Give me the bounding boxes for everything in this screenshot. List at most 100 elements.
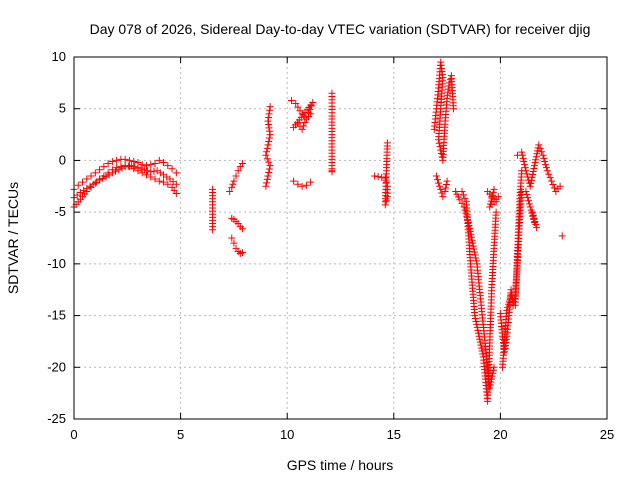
data-point — [437, 185, 445, 193]
data-point — [540, 154, 548, 162]
data-point — [442, 181, 450, 189]
data-point — [96, 176, 104, 184]
data-point — [104, 160, 112, 168]
data-point — [435, 139, 443, 147]
data-point — [83, 175, 91, 183]
data-point — [550, 184, 558, 192]
data-point — [503, 306, 511, 314]
data-point — [144, 167, 152, 175]
data-points — [70, 58, 566, 405]
data-point — [230, 177, 238, 185]
data-point — [134, 164, 142, 172]
y-tick-labels: 10 5 0 -5 -10 -15 -20 -25 — [47, 49, 66, 426]
data-point — [262, 151, 270, 159]
y-tick-label: -20 — [47, 359, 66, 374]
data-point — [301, 119, 309, 127]
grid-lines — [74, 57, 607, 419]
x-tick-label: 15 — [387, 427, 401, 442]
data-point — [530, 214, 538, 222]
data-point — [519, 154, 527, 162]
data-point — [473, 323, 481, 331]
data-point — [477, 341, 485, 349]
data-point — [228, 183, 236, 191]
data-point — [265, 165, 273, 173]
data-point — [263, 148, 271, 156]
data-point — [545, 170, 553, 178]
data-point — [529, 168, 537, 176]
data-point — [475, 332, 483, 340]
data-point — [263, 155, 271, 163]
data-point — [518, 151, 526, 159]
data-point — [542, 164, 550, 172]
data-point — [115, 166, 123, 174]
data-point — [489, 191, 497, 199]
data-point — [541, 157, 549, 165]
data-point — [488, 372, 496, 380]
data-point — [472, 257, 480, 265]
data-point — [486, 200, 494, 208]
data-point — [131, 163, 139, 171]
data-point — [87, 172, 95, 180]
axis-ticks — [73, 56, 608, 420]
data-point — [118, 164, 126, 172]
data-point — [265, 120, 273, 128]
data-point — [128, 162, 136, 170]
data-point — [474, 326, 482, 334]
data-point — [486, 203, 494, 211]
data-point — [521, 161, 529, 169]
data-point — [539, 151, 547, 159]
data-point — [264, 172, 272, 180]
data-point — [290, 177, 298, 185]
data-point — [472, 317, 480, 325]
data-point — [99, 175, 107, 183]
data-point — [121, 163, 129, 171]
data-point — [113, 156, 121, 164]
data-point — [527, 176, 535, 184]
data-point — [155, 156, 163, 164]
data-point — [125, 156, 133, 164]
data-point — [520, 157, 528, 165]
data-point — [459, 191, 467, 199]
x-tick-label: 25 — [600, 427, 614, 442]
data-point — [228, 234, 236, 242]
data-point — [487, 197, 495, 205]
data-point — [526, 182, 534, 190]
data-point — [265, 124, 273, 132]
data-point — [371, 172, 379, 180]
x-tick-label: 0 — [70, 427, 77, 442]
data-point — [504, 303, 512, 311]
data-point — [549, 181, 557, 189]
data-point — [536, 144, 544, 152]
data-point — [262, 182, 270, 190]
data-point — [471, 312, 479, 320]
data-point — [473, 320, 481, 328]
data-point — [172, 180, 180, 188]
y-tick-label: 10 — [52, 49, 66, 64]
data-point — [470, 245, 478, 253]
data-point — [441, 187, 449, 195]
data-point — [100, 163, 108, 171]
data-point — [172, 190, 180, 198]
data-point — [531, 217, 539, 225]
data-point — [121, 155, 129, 163]
data-point — [232, 172, 240, 180]
data-point — [79, 178, 87, 186]
y-tick-label: -10 — [47, 256, 66, 271]
data-point — [168, 165, 176, 173]
data-point — [138, 161, 146, 169]
data-point — [532, 221, 540, 229]
data-point — [521, 164, 529, 172]
data-point — [298, 182, 306, 190]
data-point — [307, 178, 315, 186]
data-point — [151, 160, 159, 168]
data-point — [556, 182, 564, 190]
data-point — [147, 168, 155, 176]
data-point — [531, 159, 539, 167]
data-point — [140, 166, 148, 174]
data-point — [265, 110, 273, 118]
data-point — [124, 162, 132, 170]
data-point — [442, 184, 450, 192]
x-tick-label: 5 — [177, 427, 184, 442]
data-point — [292, 100, 300, 108]
data-point — [471, 248, 479, 256]
